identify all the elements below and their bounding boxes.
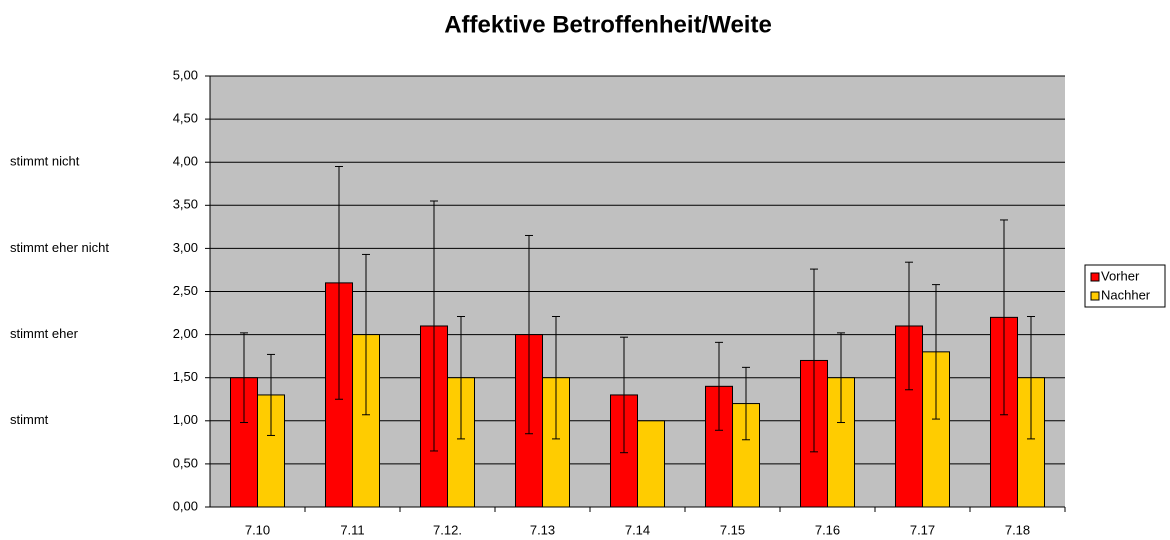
x-tick-label: 7.12.: [433, 522, 462, 537]
side-label: stimmt eher nicht: [10, 240, 109, 255]
x-tick-label: 7.17: [910, 522, 935, 537]
y-tick-label: 4,00: [173, 154, 198, 169]
y-tick-label: 3,50: [173, 197, 198, 212]
x-tick-label: 7.14: [625, 522, 650, 537]
y-tick-label: 1,00: [173, 412, 198, 427]
y-tick-label: 2,00: [173, 326, 198, 341]
y-tick-label: 5,00: [173, 67, 198, 82]
x-tick-label: 7.15: [720, 522, 745, 537]
legend-swatch: [1090, 291, 1100, 301]
y-tick-label: 4,50: [173, 111, 198, 126]
y-tick-label: 0,00: [173, 498, 198, 513]
y-tick-label: 1,50: [173, 369, 198, 384]
y-tick-label: 2,50: [173, 283, 198, 298]
bar: [637, 420, 665, 508]
bar: [922, 351, 950, 508]
chart-title: Affektive Betroffenheit/Weite: [444, 11, 772, 38]
x-tick-label: 7.11: [340, 522, 364, 537]
side-label: stimmt nicht: [10, 154, 80, 169]
legend-label: Nachher: [1101, 287, 1151, 302]
y-tick-label: 3,00: [173, 240, 198, 255]
side-label: stimmt: [10, 412, 49, 427]
y-tick-label: 0,50: [173, 455, 198, 470]
x-tick-label: 7.13: [530, 522, 555, 537]
legend-swatch: [1090, 272, 1100, 282]
x-tick-label: 7.16: [815, 522, 840, 537]
legend-label: Vorher: [1101, 268, 1140, 283]
x-tick-label: 7.18: [1005, 522, 1030, 537]
side-label: stimmt eher: [10, 326, 79, 341]
x-tick-label: 7.10: [245, 522, 270, 537]
